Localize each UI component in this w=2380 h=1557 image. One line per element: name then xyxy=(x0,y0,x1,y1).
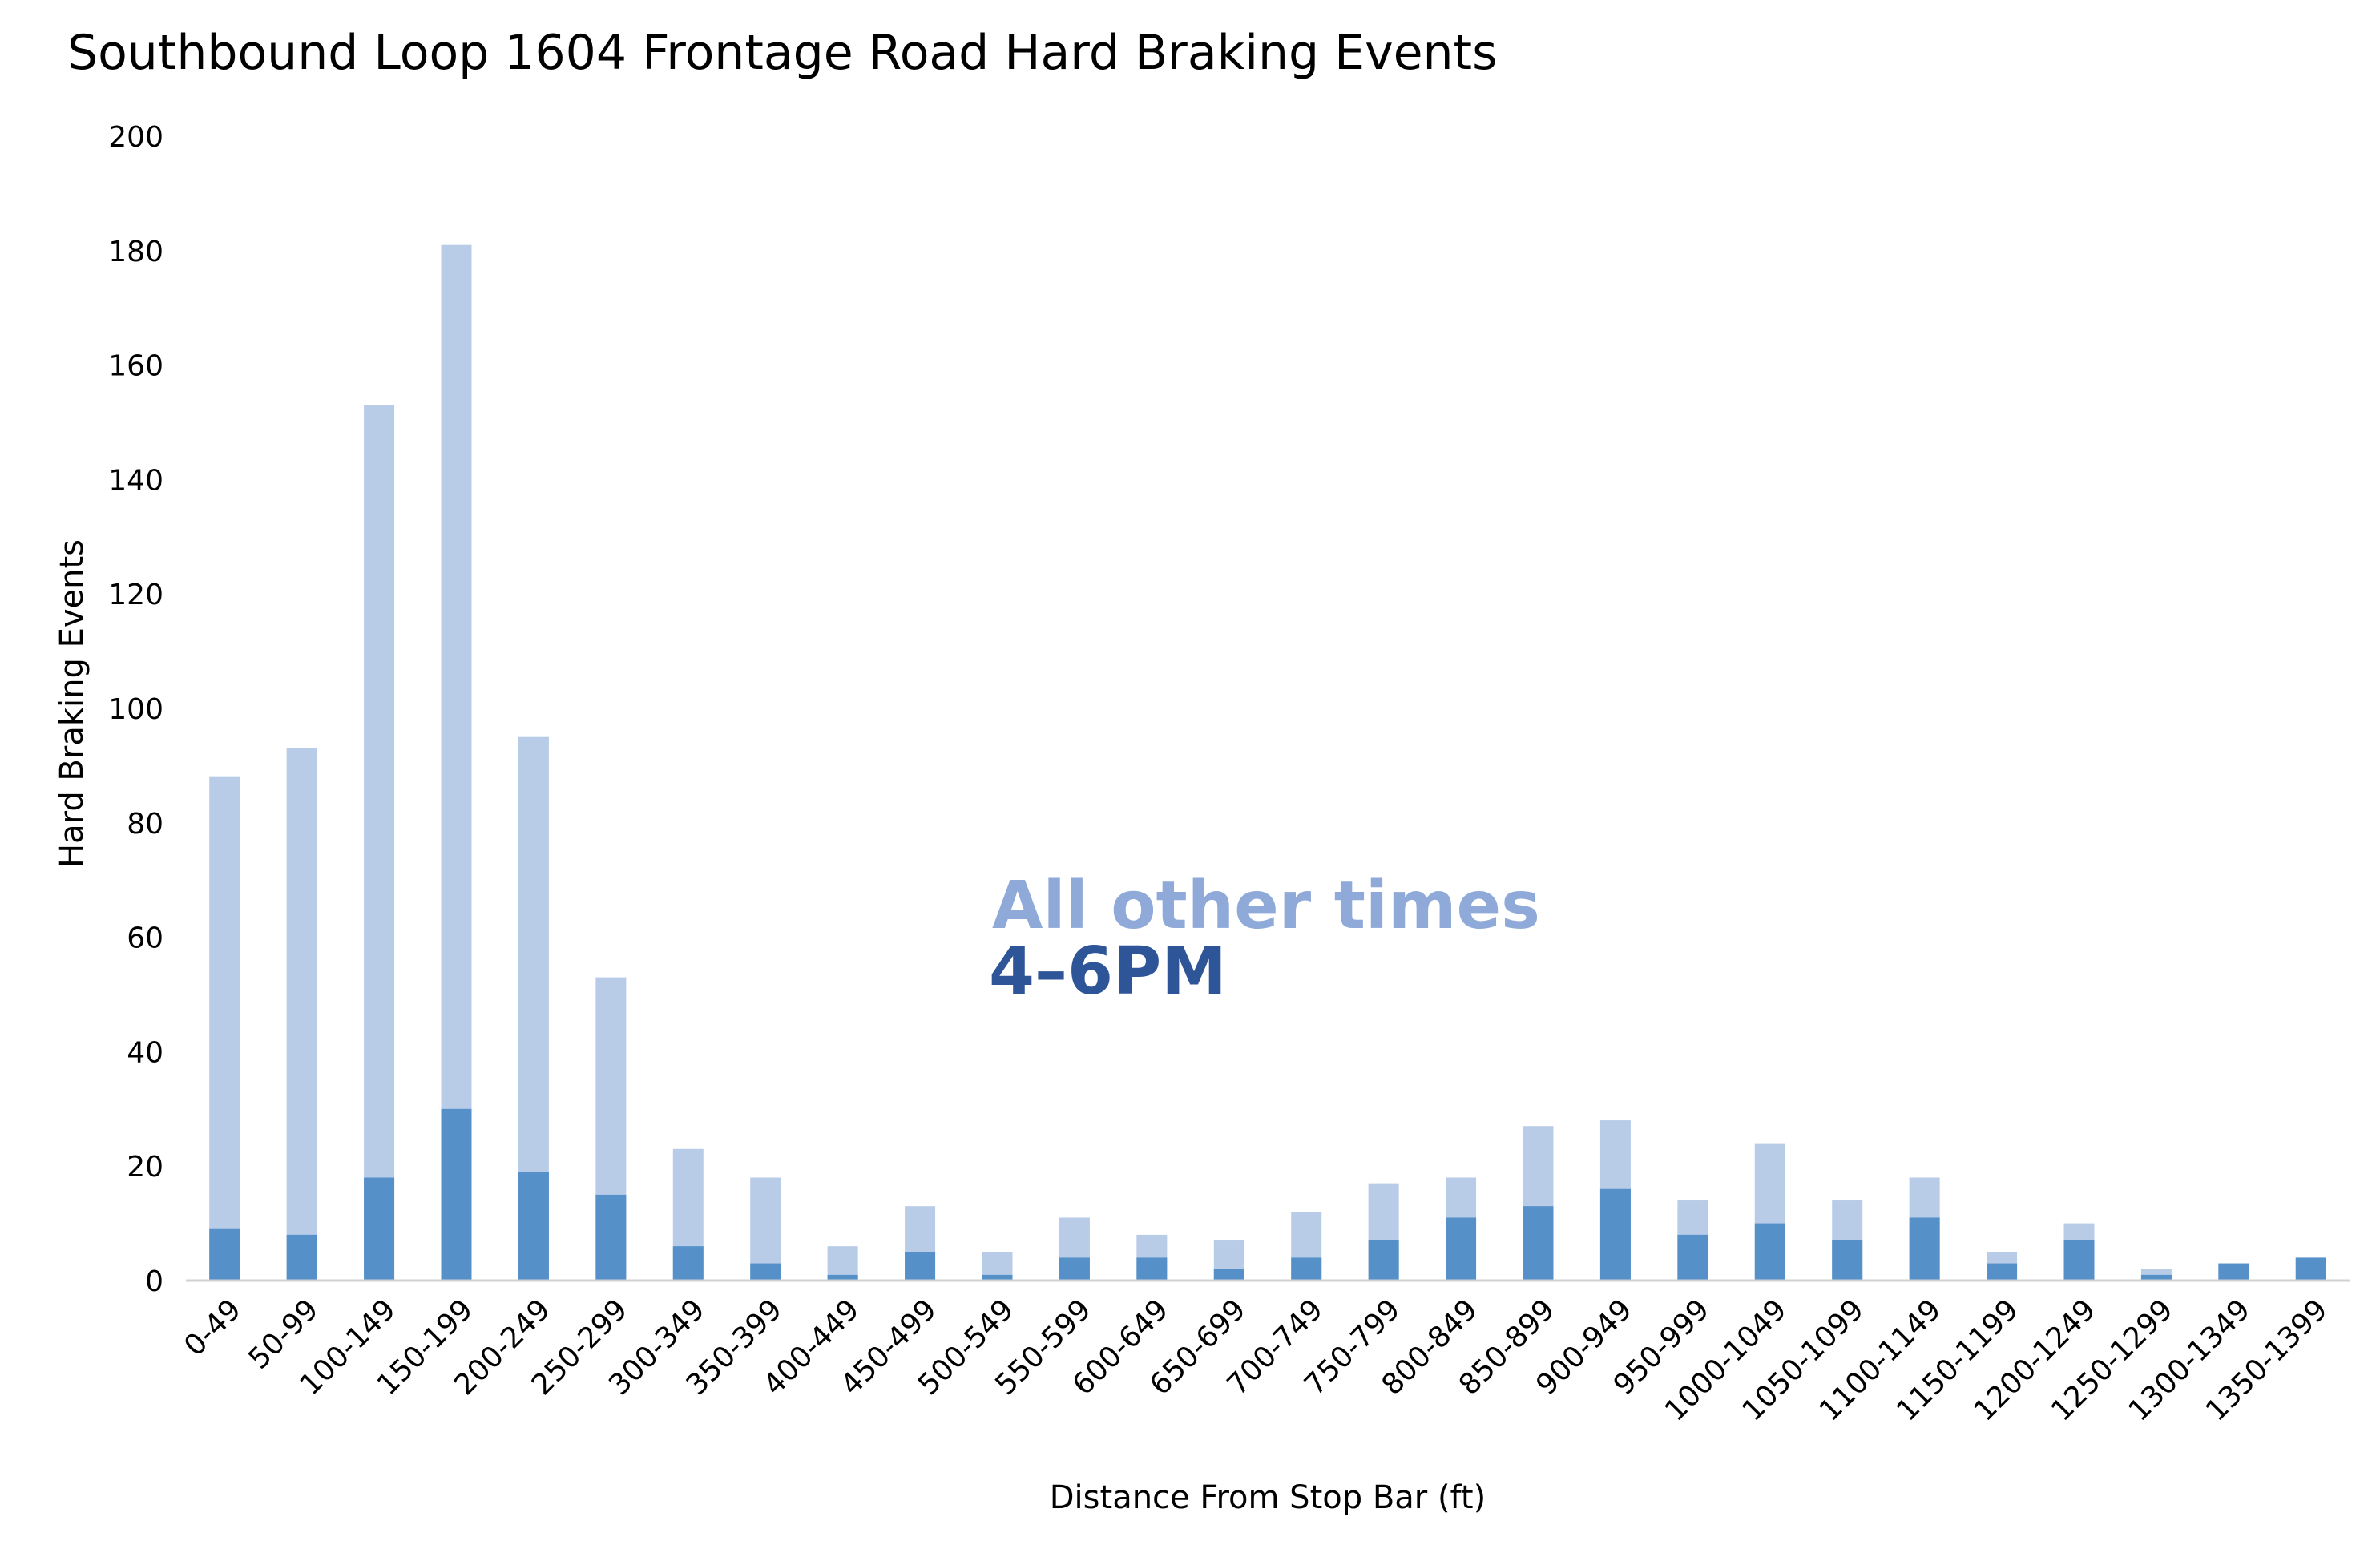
bar-4-6pm xyxy=(2063,1240,2095,1281)
y-tick-label: 60 xyxy=(127,922,163,955)
bar-4-6pm xyxy=(2140,1274,2172,1281)
bar-4-6pm xyxy=(1446,1217,1477,1281)
bar-4-6pm xyxy=(2218,1263,2249,1281)
bar-all-other-times xyxy=(441,244,472,1281)
y-tick-label: 0 xyxy=(145,1265,163,1298)
bar-4-6pm xyxy=(209,1228,240,1281)
bar-4-6pm xyxy=(905,1252,936,1281)
bar-4-6pm xyxy=(441,1108,472,1281)
bar-all-other-times xyxy=(209,776,240,1281)
bar-4-6pm xyxy=(1368,1240,1399,1281)
y-tick-label: 80 xyxy=(127,808,163,841)
series-4-6pm xyxy=(209,1108,2326,1281)
y-tick-label: 180 xyxy=(108,236,163,268)
bar-4-6pm xyxy=(672,1246,704,1281)
annotation-4-6pm: 4–6PM xyxy=(989,934,1227,1010)
y-tick-label: 40 xyxy=(127,1036,163,1069)
x-tick-label: 0-49 xyxy=(178,1293,248,1363)
y-tick-label: 140 xyxy=(108,464,163,497)
chart-title: Southbound Loop 1604 Frontage Road Hard … xyxy=(67,25,1497,81)
y-tick-label: 100 xyxy=(108,693,163,726)
bar-4-6pm xyxy=(1987,1263,2018,1281)
bar-4-6pm xyxy=(1136,1257,1168,1281)
bar-4-6pm xyxy=(1754,1223,1785,1281)
bar-4-6pm xyxy=(1291,1257,1322,1281)
bar-4-6pm xyxy=(1909,1217,1940,1281)
bar-4-6pm xyxy=(2295,1257,2326,1281)
x-axis-label: Distance From Stop Bar (ft) xyxy=(1050,1479,1486,1516)
bar-4-6pm xyxy=(286,1234,317,1281)
bar-all-other-times xyxy=(364,405,395,1281)
bar-4-6pm xyxy=(1677,1234,1708,1281)
bar-4-6pm xyxy=(827,1274,858,1281)
annotation-all-other-times: All other times xyxy=(992,868,1540,944)
x-axis-ticks: 0-4950-99100-149150-199200-249250-299300… xyxy=(178,1293,2334,1428)
bar-4-6pm xyxy=(982,1274,1013,1281)
series-all-other-times xyxy=(209,244,2326,1281)
y-axis-ticks: 0 20 40 60 80 100 120 140 160 180 200 xyxy=(108,121,163,1298)
bar-4-6pm xyxy=(1213,1269,1244,1281)
y-axis-label: Hard Braking Events xyxy=(54,539,91,868)
bar-4-6pm xyxy=(1523,1206,1554,1281)
bar-4-6pm xyxy=(364,1177,395,1281)
bar-4-6pm xyxy=(1059,1257,1090,1281)
y-tick-label: 120 xyxy=(108,579,163,611)
y-tick-label: 160 xyxy=(108,350,163,383)
y-tick-label: 20 xyxy=(127,1151,163,1184)
bar-4-6pm xyxy=(518,1172,549,1281)
bar-4-6pm xyxy=(750,1263,781,1281)
bar-all-other-times xyxy=(286,748,317,1281)
y-tick-label: 200 xyxy=(108,121,163,154)
bar-4-6pm xyxy=(1832,1240,1863,1281)
bar-4-6pm xyxy=(595,1194,627,1281)
bar-4-6pm xyxy=(1599,1188,1631,1281)
